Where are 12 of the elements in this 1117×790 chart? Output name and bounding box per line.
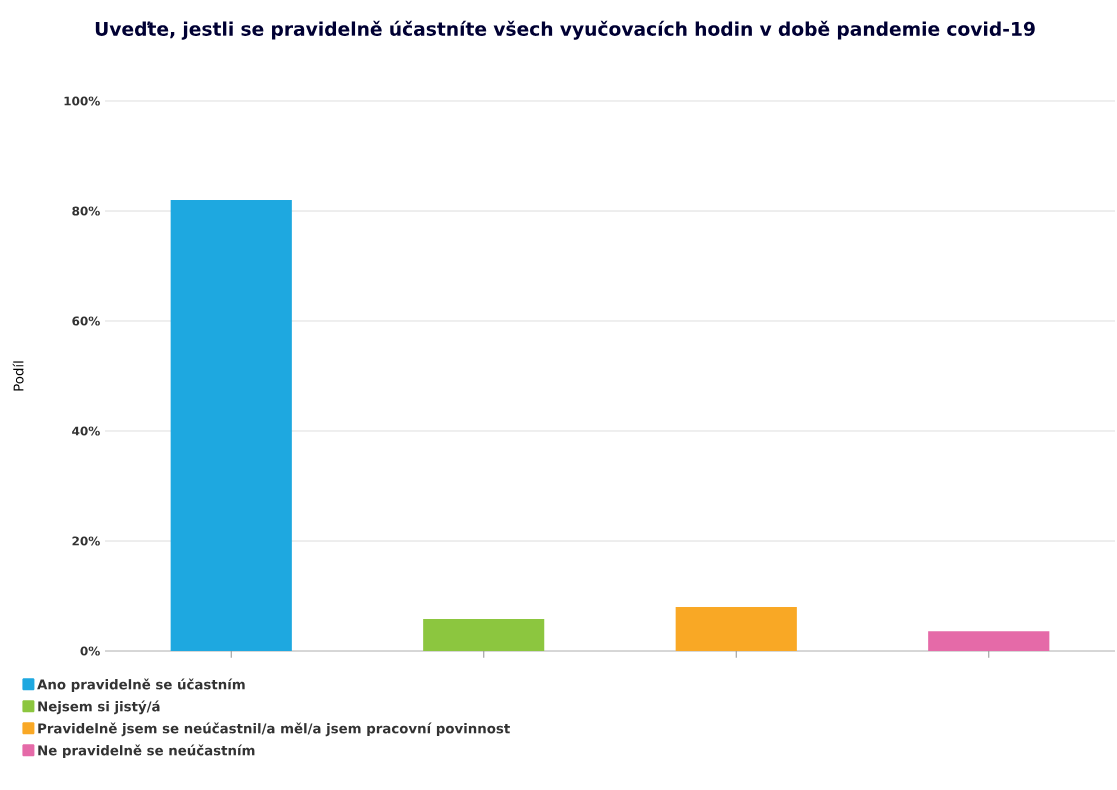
y-tick-label: 80% bbox=[72, 206, 100, 216]
y-tick-label: 0% bbox=[80, 646, 100, 656]
y-tick-label: 20% bbox=[72, 536, 100, 546]
legend-label: Ano pravidelně se účastním bbox=[37, 678, 245, 693]
y-tick-label: 100% bbox=[64, 96, 100, 106]
y-axis-title: Podíl bbox=[12, 361, 24, 391]
legend-label: Ne pravidelně se neúčastním bbox=[38, 744, 255, 759]
legend-label: Nejsem si jistý/á bbox=[38, 700, 160, 715]
y-tick-label: 40% bbox=[72, 426, 100, 436]
legend-label: Pravidelně jsem se neúčastnil/a měl/a jsem pracovní povinnost bbox=[38, 722, 510, 737]
chart-title: Uveďte, jestli se pravidelně účastníte všech vyučovacích hodin v době pandemie covid-19 bbox=[95, 20, 1035, 40]
y-tick-label: 60% bbox=[72, 316, 100, 326]
